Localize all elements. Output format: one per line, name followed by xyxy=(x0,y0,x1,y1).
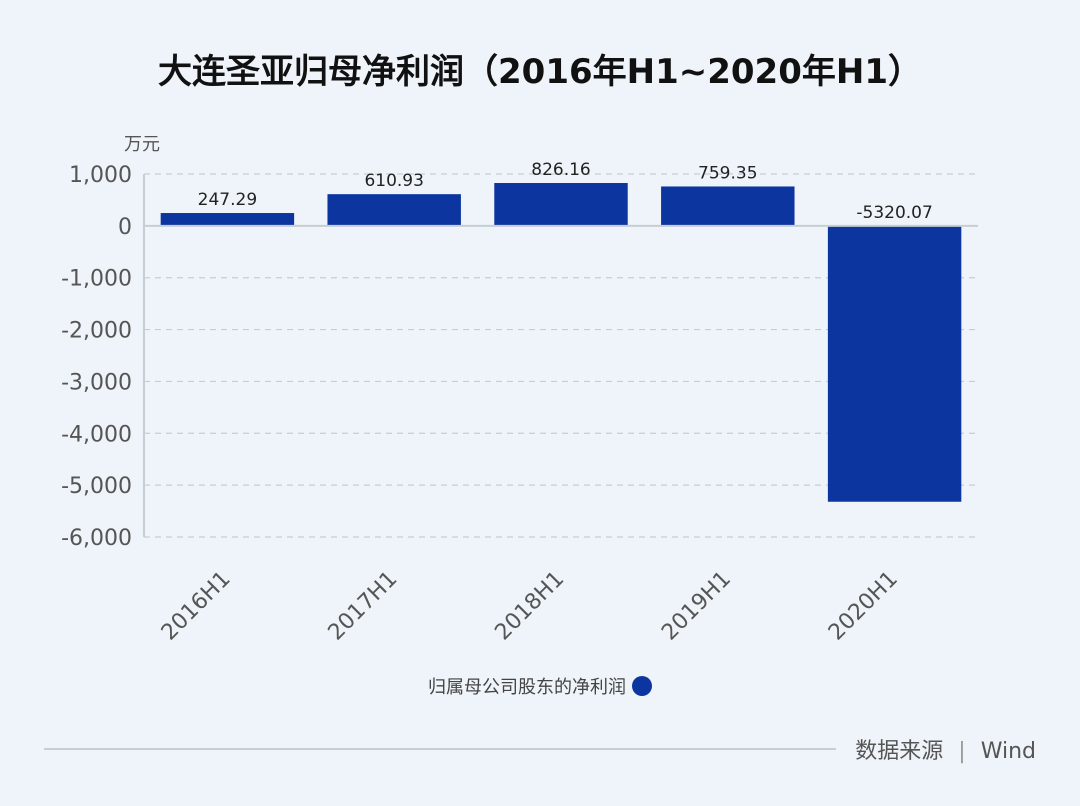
footer-divider xyxy=(44,748,836,750)
y-axis-unit: 万元 xyxy=(124,134,160,155)
x-tick-label: 2020H1 xyxy=(824,567,903,646)
bar xyxy=(160,213,295,226)
data-source: 数据来源 | Wind xyxy=(855,733,1036,765)
source-label: 数据来源 xyxy=(855,739,944,764)
data-label: 759.35 xyxy=(698,163,757,183)
legend-label: 归属母公司股东的净利润 xyxy=(428,677,626,698)
x-tick-label: 2019H1 xyxy=(657,567,736,646)
y-tick-label: -5,000 xyxy=(61,474,132,499)
y-tick-label: -4,000 xyxy=(61,422,132,447)
x-tick-label: 2017H1 xyxy=(324,567,403,646)
legend-marker xyxy=(632,676,652,696)
bar xyxy=(327,194,461,226)
chart-title: 大连圣亚归母净利润（2016年H1~2020年H1） xyxy=(158,52,922,92)
y-tick-label: -2,000 xyxy=(61,319,132,344)
data-label: 247.29 xyxy=(198,190,257,210)
data-label: -5320.07 xyxy=(856,203,932,223)
bar xyxy=(827,225,962,502)
bar xyxy=(494,183,628,226)
data-label: 610.93 xyxy=(364,171,423,191)
y-tick-label: -6,000 xyxy=(61,526,132,551)
source-value: Wind xyxy=(980,739,1036,764)
data-label: 826.16 xyxy=(531,160,590,180)
y-tick-label: -1,000 xyxy=(61,267,132,292)
y-tick-label: -3,000 xyxy=(61,370,132,395)
y-tick-label: 1,000 xyxy=(69,163,132,188)
y-tick-label: 0 xyxy=(118,215,132,240)
x-tick-label: 2016H1 xyxy=(157,567,236,646)
x-tick-label: 2018H1 xyxy=(490,567,569,646)
bar xyxy=(661,186,795,226)
source-separator: | xyxy=(958,739,966,764)
legend: 归属母公司股东的净利润 xyxy=(0,673,1080,699)
